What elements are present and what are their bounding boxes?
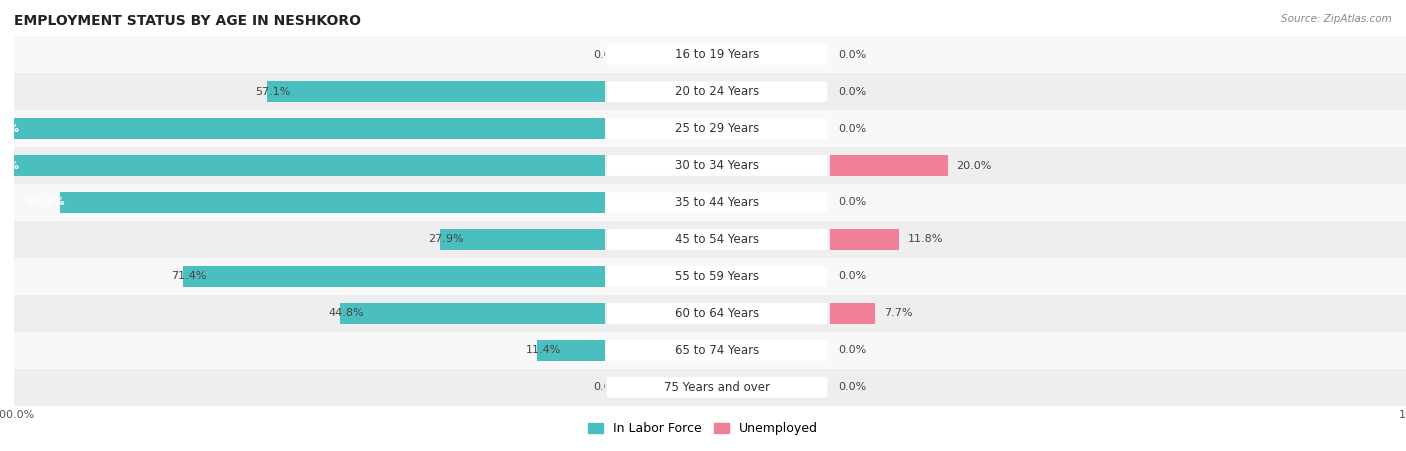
Legend: In Labor Force, Unemployed: In Labor Force, Unemployed [583, 417, 823, 440]
Text: 45 to 54 Years: 45 to 54 Years [675, 233, 759, 246]
Bar [14, 369, 605, 406]
Bar [14, 258, 605, 295]
Bar [14, 184, 605, 221]
Bar [183, 266, 605, 287]
Bar [267, 81, 605, 102]
Text: 0.0%: 0.0% [838, 124, 866, 133]
FancyBboxPatch shape [607, 44, 827, 65]
Bar [830, 303, 875, 324]
FancyBboxPatch shape [607, 192, 827, 213]
Bar [14, 118, 605, 139]
Text: 0.0%: 0.0% [593, 50, 621, 60]
Text: Source: ZipAtlas.com: Source: ZipAtlas.com [1281, 14, 1392, 23]
Text: 0.0%: 0.0% [838, 382, 866, 392]
Text: 7.7%: 7.7% [884, 308, 912, 318]
Text: 92.3%: 92.3% [27, 198, 66, 207]
Bar [14, 332, 605, 369]
Bar [605, 369, 830, 406]
Text: 65 to 74 Years: 65 to 74 Years [675, 344, 759, 357]
Bar [830, 147, 1406, 184]
Bar [605, 221, 830, 258]
Bar [14, 110, 605, 147]
Bar [830, 36, 1406, 73]
Text: 11.8%: 11.8% [908, 235, 943, 244]
Text: 60 to 64 Years: 60 to 64 Years [675, 307, 759, 320]
Bar [605, 147, 830, 184]
Text: 75 Years and over: 75 Years and over [664, 381, 770, 394]
Bar [830, 258, 1406, 295]
Bar [605, 184, 830, 221]
FancyBboxPatch shape [607, 81, 827, 102]
Bar [830, 369, 1406, 406]
Text: 55 to 59 Years: 55 to 59 Years [675, 270, 759, 283]
Bar [830, 295, 1406, 332]
Bar [830, 73, 1406, 110]
Text: 0.0%: 0.0% [838, 87, 866, 97]
Text: 25 to 29 Years: 25 to 29 Years [675, 122, 759, 135]
Bar [830, 184, 1406, 221]
Bar [605, 73, 830, 110]
Bar [605, 110, 830, 147]
Text: 0.0%: 0.0% [593, 382, 621, 392]
FancyBboxPatch shape [607, 155, 827, 176]
Text: 0.0%: 0.0% [838, 198, 866, 207]
FancyBboxPatch shape [607, 303, 827, 324]
Text: 27.9%: 27.9% [427, 235, 464, 244]
Bar [830, 221, 1406, 258]
Bar [14, 295, 605, 332]
Bar [605, 258, 830, 295]
Text: 0.0%: 0.0% [838, 345, 866, 355]
FancyBboxPatch shape [607, 118, 827, 139]
Text: 20.0%: 20.0% [956, 161, 991, 170]
Text: 0.0%: 0.0% [838, 272, 866, 281]
Bar [830, 110, 1406, 147]
Bar [605, 332, 830, 369]
FancyBboxPatch shape [607, 377, 827, 398]
Text: 100.0%: 100.0% [0, 161, 20, 170]
Bar [605, 36, 830, 73]
Text: 57.1%: 57.1% [256, 87, 291, 97]
Bar [14, 147, 605, 184]
Bar [14, 73, 605, 110]
Text: 35 to 44 Years: 35 to 44 Years [675, 196, 759, 209]
Bar [59, 192, 605, 213]
Bar [830, 229, 900, 250]
Text: 20 to 24 Years: 20 to 24 Years [675, 85, 759, 98]
Bar [830, 155, 948, 176]
Bar [14, 155, 605, 176]
Text: 71.4%: 71.4% [172, 272, 207, 281]
FancyBboxPatch shape [607, 229, 827, 250]
Bar [14, 221, 605, 258]
Text: 0.0%: 0.0% [838, 50, 866, 60]
Text: 11.4%: 11.4% [526, 345, 561, 355]
Bar [340, 303, 605, 324]
Bar [830, 332, 1406, 369]
Text: 100.0%: 100.0% [0, 124, 20, 133]
Bar [14, 36, 605, 73]
FancyBboxPatch shape [607, 340, 827, 361]
Bar [537, 340, 605, 361]
FancyBboxPatch shape [607, 266, 827, 287]
Text: 30 to 34 Years: 30 to 34 Years [675, 159, 759, 172]
Text: EMPLOYMENT STATUS BY AGE IN NESHKORO: EMPLOYMENT STATUS BY AGE IN NESHKORO [14, 14, 361, 28]
Text: 16 to 19 Years: 16 to 19 Years [675, 48, 759, 61]
Bar [440, 229, 605, 250]
Text: 44.8%: 44.8% [328, 308, 364, 318]
Bar [605, 295, 830, 332]
